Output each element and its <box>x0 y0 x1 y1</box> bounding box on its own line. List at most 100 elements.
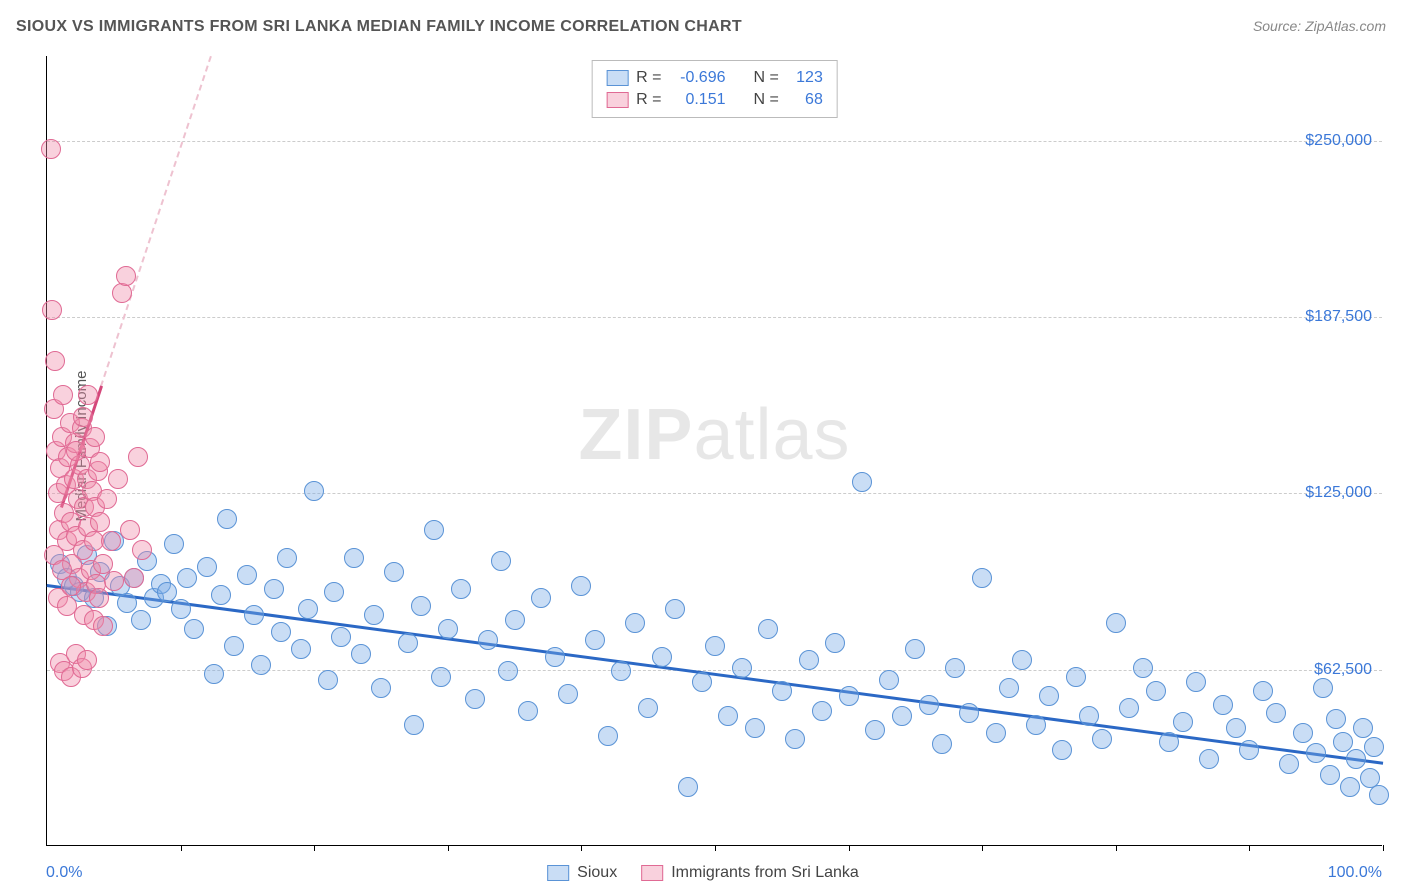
n-value-1: 123 <box>787 67 823 89</box>
data-point <box>892 706 912 726</box>
data-point <box>919 695 939 715</box>
data-point <box>785 729 805 749</box>
gridline <box>47 141 1382 142</box>
source-label: Source: ZipAtlas.com <box>1253 18 1386 34</box>
data-point <box>251 655 271 675</box>
data-point <box>839 686 859 706</box>
data-point <box>128 447 148 467</box>
data-point <box>77 650 97 670</box>
data-point <box>678 777 698 797</box>
data-point <box>1213 695 1233 715</box>
data-point <box>1313 678 1333 698</box>
legend-item-2: Immigrants from Sri Lanka <box>641 864 859 882</box>
data-point <box>1346 749 1366 769</box>
data-point <box>1306 743 1326 763</box>
x-axis-max-label: 100.0% <box>1328 864 1382 882</box>
data-point <box>491 551 511 571</box>
data-point <box>1012 650 1032 670</box>
data-point <box>318 670 338 690</box>
data-point <box>85 427 105 447</box>
r-value-2: 0.151 <box>670 89 726 111</box>
x-tick <box>448 845 449 851</box>
data-point <box>812 701 832 721</box>
data-point <box>571 576 591 596</box>
data-point <box>177 568 197 588</box>
swatch-series-1 <box>606 70 628 86</box>
data-point <box>224 636 244 656</box>
data-point <box>384 562 404 582</box>
data-point <box>108 469 128 489</box>
data-point <box>705 636 725 656</box>
data-point <box>718 706 738 726</box>
data-point <box>1369 785 1389 805</box>
swatch-series-2 <box>641 865 663 881</box>
data-point <box>1253 681 1273 701</box>
data-point <box>611 661 631 681</box>
data-point <box>745 718 765 738</box>
r-value-1: -0.696 <box>670 67 726 89</box>
data-point <box>598 726 618 746</box>
data-point <box>66 441 86 461</box>
data-point <box>120 520 140 540</box>
data-point <box>1353 718 1373 738</box>
x-tick <box>1116 845 1117 851</box>
data-point <box>298 599 318 619</box>
data-point <box>865 720 885 740</box>
data-point <box>344 548 364 568</box>
data-point <box>244 605 264 625</box>
y-tick-label: $62,500 <box>1314 661 1372 679</box>
data-point <box>351 644 371 664</box>
swatch-series-2 <box>606 92 628 108</box>
data-point <box>117 593 137 613</box>
data-point <box>825 633 845 653</box>
data-point <box>772 681 792 701</box>
data-point <box>1364 737 1384 757</box>
data-point <box>1092 729 1112 749</box>
data-point <box>124 568 144 588</box>
data-point <box>157 582 177 602</box>
data-point <box>545 647 565 667</box>
correlation-legend: R = -0.696 N = 123 R = 0.151 N = 68 <box>591 60 838 118</box>
data-point <box>164 534 184 554</box>
data-point <box>398 633 418 653</box>
data-point <box>1226 718 1246 738</box>
data-point <box>1052 740 1072 760</box>
data-point <box>324 582 344 602</box>
data-point <box>1326 709 1346 729</box>
data-point <box>1026 715 1046 735</box>
data-point <box>204 664 224 684</box>
data-point <box>90 452 110 472</box>
y-tick-label: $250,000 <box>1305 132 1372 150</box>
data-point <box>498 661 518 681</box>
data-point <box>1320 765 1340 785</box>
data-point <box>264 579 284 599</box>
data-point <box>184 619 204 639</box>
data-point <box>1106 613 1126 633</box>
data-point <box>505 610 525 630</box>
chart-container: SIOUX VS IMMIGRANTS FROM SRI LANKA MEDIA… <box>0 0 1406 892</box>
data-point <box>1119 698 1139 718</box>
x-tick <box>1249 845 1250 851</box>
data-point <box>625 613 645 633</box>
data-point <box>638 698 658 718</box>
data-point <box>78 385 98 405</box>
data-point <box>1159 732 1179 752</box>
swatch-series-1 <box>547 865 569 881</box>
trend-line-dashed <box>100 56 212 387</box>
data-point <box>652 647 672 667</box>
x-tick <box>314 845 315 851</box>
data-point <box>41 139 61 159</box>
legend-row-1: R = -0.696 N = 123 <box>606 67 823 89</box>
data-point <box>90 512 110 532</box>
gridline <box>47 493 1382 494</box>
gridline <box>47 670 1382 671</box>
data-point <box>879 670 899 690</box>
data-point <box>518 701 538 721</box>
x-tick <box>715 845 716 851</box>
data-point <box>211 585 231 605</box>
data-point <box>1293 723 1313 743</box>
data-point <box>1186 672 1206 692</box>
data-point <box>93 616 113 636</box>
data-point <box>371 678 391 698</box>
data-point <box>1340 777 1360 797</box>
